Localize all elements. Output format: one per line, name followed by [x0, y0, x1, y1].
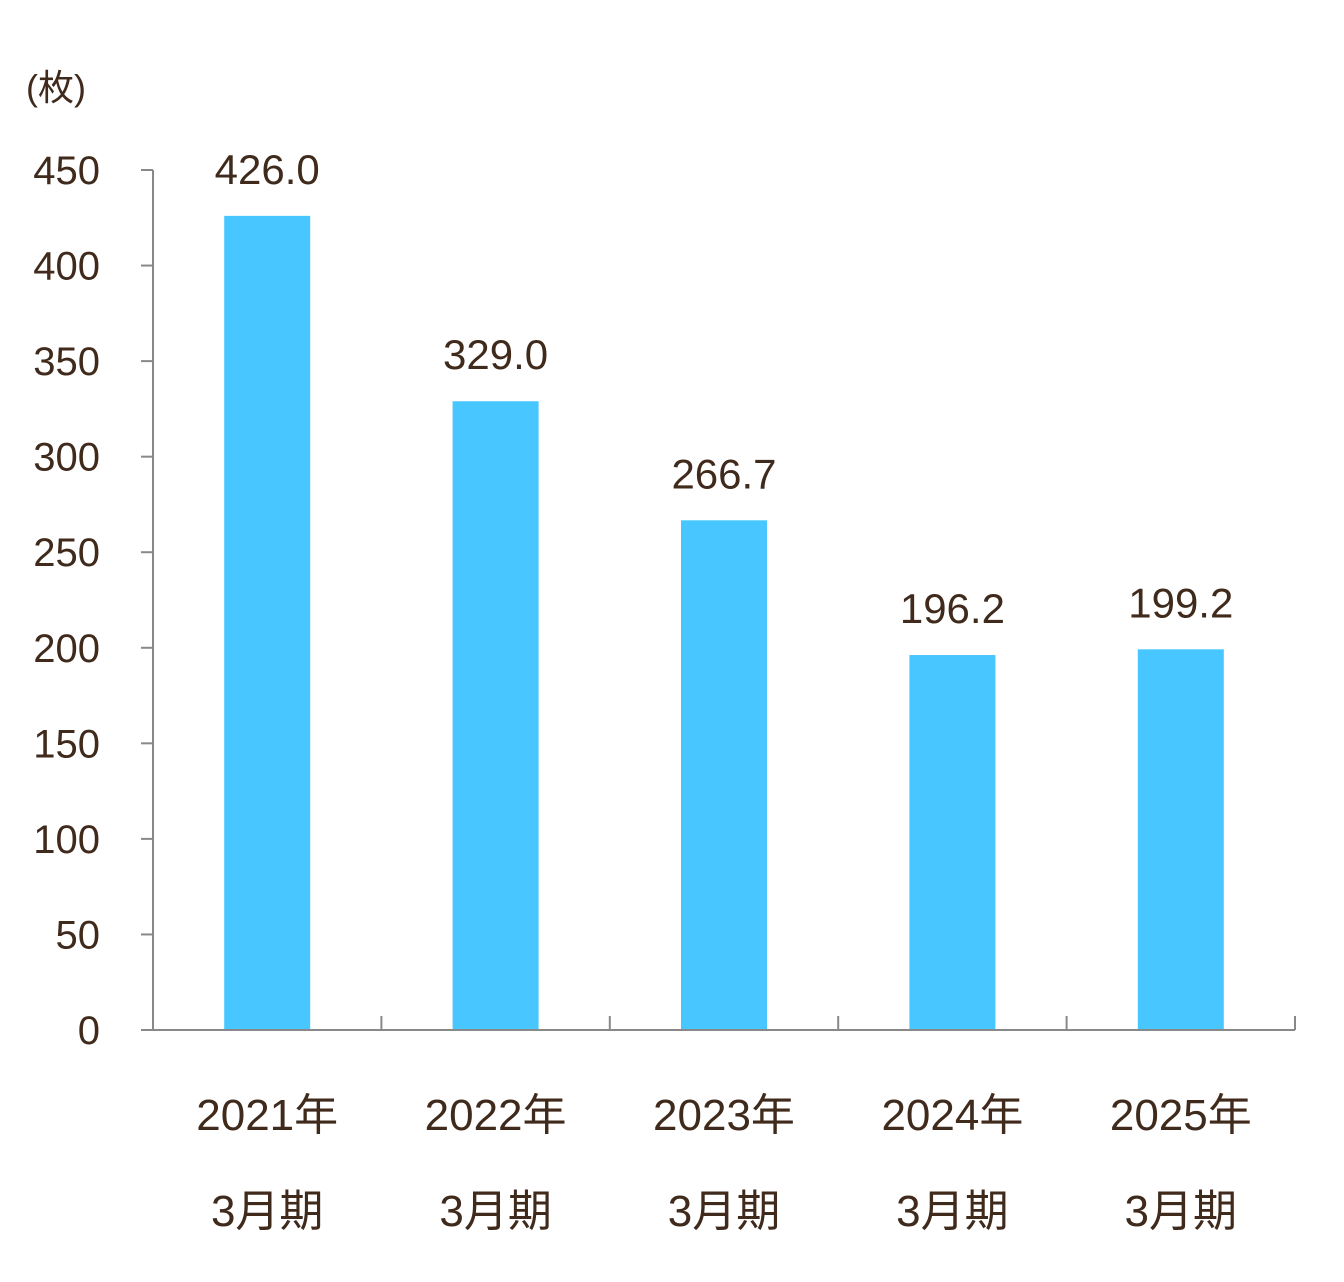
y-tick-label: 50 [56, 913, 101, 957]
x-category-label: 2022年 [425, 1091, 567, 1140]
y-tick-label: 400 [33, 245, 100, 289]
y-tick-label: 0 [78, 1009, 100, 1053]
x-category-label: 2023年 [653, 1091, 795, 1140]
x-category-label: 3月期 [1125, 1187, 1237, 1236]
x-category-label: 3月期 [668, 1187, 780, 1236]
axes-group [141, 169, 1296, 1031]
y-tick-label: 200 [33, 627, 100, 671]
bar [224, 215, 311, 1030]
data-label: 266.7 [671, 450, 776, 497]
y-tick-label: 450 [33, 149, 100, 193]
bars-group [224, 215, 1224, 1030]
x-category-label: 2024年 [881, 1091, 1023, 1140]
data-label: 199.2 [1128, 579, 1233, 626]
y-axis-unit-label: (枚) [26, 67, 86, 108]
data-label: 329.0 [443, 331, 548, 378]
x-category-label: 2025年 [1110, 1091, 1252, 1140]
y-tick-label: 350 [33, 340, 100, 384]
bar [1137, 649, 1224, 1030]
labels-group: 426.0 329.0 266.7 196.2 199.2 0 50 100 150 200 250… [33, 146, 1251, 1236]
x-category-label: 3月期 [439, 1187, 551, 1236]
bar [452, 401, 539, 1030]
data-label: 426.0 [215, 146, 320, 193]
data-label: 196.2 [900, 585, 1005, 632]
bar [681, 520, 767, 1030]
y-tick-label: 150 [33, 722, 100, 766]
y-tick-label: 300 [33, 436, 100, 480]
x-category-label: 3月期 [896, 1187, 1008, 1236]
bar [909, 655, 996, 1030]
x-category-label: 2021年 [196, 1091, 338, 1140]
x-category-label: 3月期 [211, 1187, 323, 1236]
y-tick-label: 250 [33, 531, 100, 575]
y-tick-label: 100 [33, 818, 100, 862]
